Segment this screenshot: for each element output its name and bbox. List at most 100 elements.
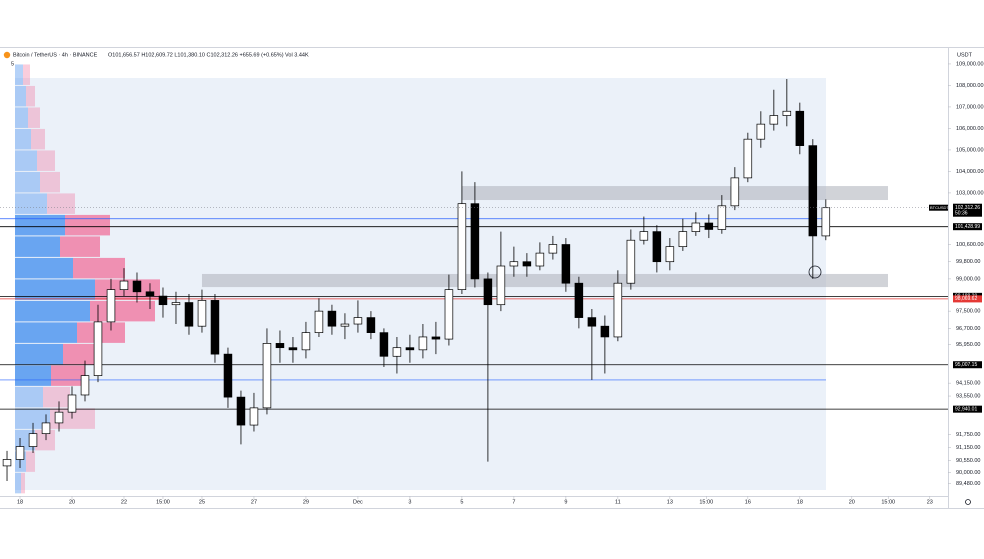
profile-down-bar	[28, 107, 40, 128]
candle-body	[600, 325, 610, 338]
candle-body	[678, 231, 688, 248]
profile-down-bar	[65, 214, 110, 236]
candle-body	[665, 246, 675, 263]
candle-body	[54, 411, 64, 424]
candle-body	[236, 396, 246, 426]
y-tick-label: 96,700.00	[956, 326, 980, 332]
currency[interactable]: USDT	[957, 52, 973, 58]
profile-up-bar	[15, 236, 60, 257]
profile-down-bar	[37, 150, 55, 171]
y-tick-label: 91,750.00	[956, 432, 980, 438]
profile-up-bar	[15, 386, 43, 408]
x-tick-label: 3	[408, 499, 411, 505]
x-tick-label: 15:00	[699, 499, 713, 505]
candle-body	[249, 407, 259, 426]
profile-down-bar	[31, 128, 45, 150]
candle-body	[353, 317, 363, 325]
candle-body	[106, 289, 116, 323]
profile-up-bar	[15, 257, 73, 279]
profile-up-bar	[15, 150, 37, 171]
candle-body	[197, 300, 207, 327]
profile-up-bar	[15, 343, 63, 365]
x-tick-label: 23	[927, 499, 933, 505]
candle-body	[639, 231, 649, 241]
profile-down-bar	[60, 236, 100, 257]
y-tick-label: 106,000.00	[956, 126, 984, 132]
level-label: 92,940.01	[955, 406, 977, 412]
indicator-count[interactable]: 5	[11, 61, 14, 67]
candle-body	[314, 310, 324, 333]
candle-body	[821, 207, 831, 237]
x-tick-label: 20	[849, 499, 855, 505]
candle-body	[132, 280, 142, 293]
y-tick-label: 103,000.00	[956, 190, 984, 196]
x-tick-label: 9	[564, 499, 567, 505]
profile-up-bar	[15, 365, 51, 386]
countdown: 50:36	[955, 211, 968, 217]
candle-body	[717, 205, 727, 230]
symbol-tag-box	[929, 204, 948, 211]
y-tick-label: 89,480.00	[956, 481, 980, 487]
profile-down-bar	[90, 300, 155, 322]
candle-body	[366, 317, 376, 333]
candle-body	[457, 203, 467, 290]
profile-down-bar	[63, 343, 95, 365]
y-tick-label: 91,150.00	[956, 445, 980, 451]
candle-body	[756, 123, 766, 140]
level-label: 98,069.62	[955, 296, 977, 302]
candle-body	[262, 343, 272, 409]
candle-body	[522, 261, 532, 267]
profile-down-bar	[73, 257, 125, 279]
y-tick-label: 108,000.00	[956, 83, 984, 89]
x-tick-label: 27	[251, 499, 257, 505]
candle-body	[561, 244, 571, 284]
profile-down-bar	[40, 171, 60, 193]
zone	[201, 273, 888, 288]
profile-up-bar	[15, 64, 23, 85]
candle-body	[691, 222, 701, 232]
y-tick-label: 100,600.00	[956, 242, 984, 248]
plot: 109,000.00 108,000.00 107,000.00 106,000.00…	[0, 61, 984, 505]
candle-body	[223, 353, 233, 398]
y-tick-label: 104,000.00	[956, 169, 984, 175]
candle-body	[405, 347, 415, 351]
candle-body	[340, 323, 350, 327]
profile-down-bar	[51, 365, 85, 386]
y-tick-label: 90,000.00	[956, 470, 980, 476]
x-tick-label: 15:00	[881, 499, 895, 505]
candle-body	[548, 244, 558, 254]
profile-up-bar	[15, 85, 26, 107]
candle-body	[418, 336, 428, 351]
candle-body	[28, 433, 38, 447]
candle-body	[119, 280, 129, 290]
x-tick-label: 16	[745, 499, 751, 505]
level-label-box	[953, 361, 982, 369]
candle-body	[483, 278, 493, 306]
candle-body	[613, 282, 623, 338]
current-price-label: 102,312.26	[955, 205, 980, 211]
y-tick-label: 109,000.00	[956, 61, 984, 67]
candle-body	[470, 203, 480, 280]
x-tick-label: 11	[615, 499, 621, 505]
candle-body	[808, 145, 818, 237]
candle-body	[184, 302, 194, 327]
y-tick-label: 90,550.00	[956, 458, 980, 464]
y-tick-label: 105,000.00	[956, 147, 984, 153]
candle-body	[301, 332, 311, 351]
profile-up-bar	[15, 128, 31, 150]
candle-body	[15, 446, 25, 460]
candle-body	[704, 222, 714, 230]
ohlc-legend: O101,656.57 H102,609.72 L101,380.10 C102…	[108, 52, 309, 58]
settings-icon[interactable]	[965, 499, 971, 505]
y-tick-label: 99,800.00	[956, 259, 980, 265]
candle-body	[41, 422, 51, 435]
profile-up-bar	[15, 408, 50, 429]
x-tick-label: 7	[512, 499, 515, 505]
profile-down-bar	[35, 429, 55, 451]
candle-body	[587, 317, 597, 327]
candle-body	[730, 177, 740, 207]
candle-body	[496, 265, 506, 306]
candle-body	[67, 394, 77, 413]
candle-body	[782, 110, 792, 116]
candle-body	[509, 261, 519, 267]
